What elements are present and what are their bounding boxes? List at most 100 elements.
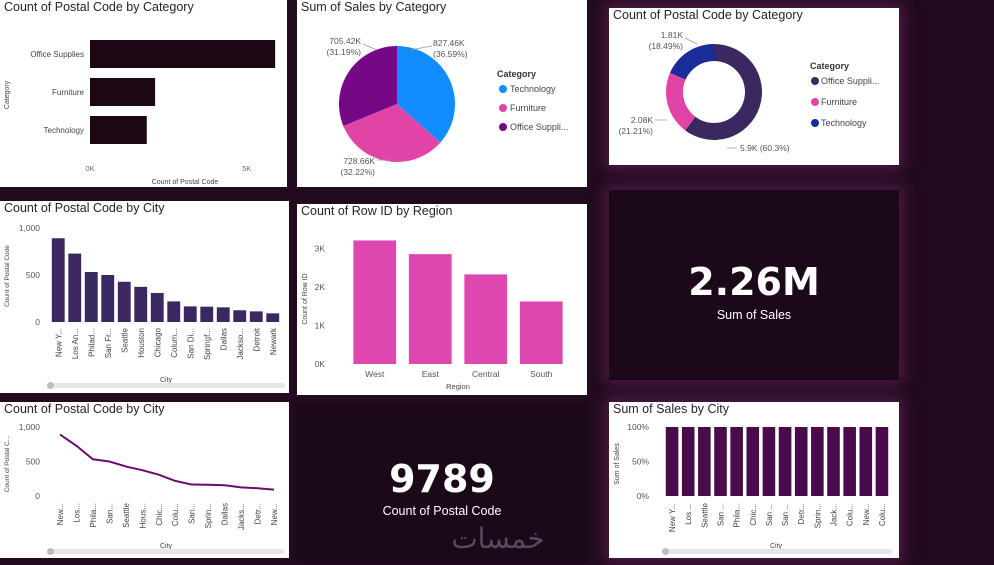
y-tick-label: 100%	[627, 422, 649, 432]
x-tick-label: New...	[56, 503, 65, 525]
y-axis-title: Sum of Sales	[614, 443, 621, 485]
bar	[233, 310, 247, 322]
tile-title: Sum of Sales by City	[613, 402, 730, 416]
donut-slice	[669, 44, 714, 80]
bar	[519, 301, 563, 364]
x-tick-label: Los...	[72, 503, 81, 523]
x-tick-label: San Fr...	[104, 328, 113, 358]
tile-postal-by-category-bar[interactable]: Count of Postal Code by Category Office …	[0, 0, 287, 187]
bar	[714, 427, 727, 496]
y-axis-title: Count of Postal Code	[4, 245, 11, 307]
x-tick-label: West	[365, 369, 385, 379]
bar	[68, 253, 82, 322]
data-label: 827.46K	[433, 38, 465, 48]
tile-kpi-postal[interactable]: 9789 Count of Postal Code	[297, 402, 587, 562]
x-tick-label: Detr...	[254, 503, 263, 524]
x-tick-label: San Di...	[186, 328, 195, 359]
y-tick-label: 0	[35, 491, 40, 501]
x-tick-label: New Y...	[54, 328, 63, 357]
x-tick-label: San...	[188, 503, 197, 524]
legend-title: Category	[810, 61, 849, 71]
leader-line	[684, 37, 698, 45]
bar	[843, 427, 856, 496]
legend-marker	[499, 104, 507, 112]
bar	[84, 271, 98, 322]
x-tick-label: Newark	[269, 327, 278, 355]
y-tick-label: 3K	[315, 243, 326, 253]
kpi-value: 9789	[389, 457, 495, 501]
x-tick-label: Sprin...	[204, 503, 213, 528]
x-tick-label: New...	[270, 503, 279, 525]
x-tick-label: Seattle	[122, 502, 131, 527]
data-label: (31.19%)	[327, 47, 362, 57]
x-tick-label: Jackso...	[236, 328, 245, 360]
watermark-logo: خمسات	[451, 522, 545, 555]
scroll-thumb[interactable]	[47, 548, 54, 555]
x-tick-label: Chicago	[153, 327, 162, 357]
x-tick-label: Central	[472, 369, 500, 379]
category-tick-label: Office Supplies	[30, 50, 84, 59]
x-tick-label: Los ...	[684, 503, 693, 525]
y-tick-label: 1,000	[19, 422, 41, 432]
x-tick-label: Detroit	[252, 327, 261, 351]
donut-slice	[685, 44, 762, 140]
y-tick-label: 500	[26, 457, 40, 467]
x-tick-label: East	[422, 369, 440, 379]
x-tick-label: San...	[105, 503, 114, 524]
x-tick-label: Chic...	[749, 503, 758, 526]
data-label: 728.66K	[343, 156, 375, 166]
x-tick-label: Seattle	[700, 502, 709, 527]
bar	[101, 275, 115, 322]
x-tick-label: Phila...	[733, 503, 742, 527]
chart-sales-by-category: 827.46K(36.59%) 728.66K(32.22%) 705.42K(31…	[327, 36, 569, 177]
x-tick-label: 5K	[242, 164, 251, 173]
tile-kpi-sales[interactable]: 2.26M Sum of Sales	[609, 190, 899, 380]
y-axis-title: Count of Postal C...	[4, 436, 11, 493]
horizontal-scrollbar[interactable]	[662, 548, 892, 555]
kpi-value: 2.26M	[688, 260, 820, 304]
data-label: (18.49%)	[649, 41, 684, 51]
legend-marker	[499, 85, 507, 93]
bar	[408, 254, 452, 364]
tile-sales-by-city[interactable]: Sum of Sales by City 0% 50% 100% New Y... Lo…	[609, 402, 899, 558]
tile-postal-by-category-donut[interactable]: Count of Postal Code by Category 5.9K (6…	[609, 8, 899, 165]
x-tick-label: New...	[862, 503, 871, 525]
y-tick-label: 1,000	[19, 223, 41, 233]
bar	[746, 427, 760, 496]
y-tick-label: 0%	[637, 491, 650, 501]
bar	[51, 238, 65, 322]
horizontal-scrollbar[interactable]	[47, 548, 285, 555]
x-tick-label: Chic...	[155, 503, 164, 526]
bar	[811, 427, 824, 496]
chart-postal-by-city-line: 0 500 1,000 New... Los... Phila... San... Seatt…	[4, 422, 279, 550]
tile-postal-by-city-line[interactable]: Count of Postal Code by City 0 500 1,000 Ne…	[0, 402, 289, 558]
legend-marker	[499, 123, 507, 131]
x-tick-label: Springf...	[203, 328, 212, 360]
x-tick-label: Houston	[137, 328, 146, 358]
legend-label: Technology	[821, 118, 867, 128]
x-tick-label: Colum...	[170, 328, 179, 358]
bar	[90, 116, 147, 144]
data-label: (36.59%)	[433, 49, 468, 59]
category-tick-label: Furniture	[52, 88, 85, 97]
horizontal-scrollbar[interactable]	[47, 382, 285, 389]
bar	[794, 427, 808, 496]
x-tick-label: Sprin...	[813, 503, 822, 528]
chart-rowid-by-region: 0K 1K 2K 3K West East Central South Region Count …	[302, 240, 563, 391]
x-tick-label: Jack...	[830, 503, 839, 526]
y-tick-label: 0K	[315, 359, 326, 369]
bar	[150, 292, 164, 322]
bar	[249, 311, 263, 322]
bar	[827, 427, 840, 496]
scroll-thumb[interactable]	[662, 548, 669, 555]
tile-sales-by-category-pie[interactable]: Sum of Sales by Category 827.46K (36.59%)…	[297, 0, 587, 187]
tile-rowid-by-region[interactable]: Count of Row ID by Region 0K 1K 2K 3K West Ea…	[297, 204, 587, 395]
bar	[353, 240, 397, 364]
y-axis-title: Count of Row ID	[302, 273, 309, 324]
kpi-label: Count of Postal Code	[382, 504, 502, 518]
tile-postal-by-city-bar[interactable]: Count of Postal Code by City 0 500 1,000 Ne…	[0, 201, 289, 393]
bar	[90, 40, 276, 68]
scroll-thumb[interactable]	[47, 382, 54, 389]
bar	[681, 427, 695, 496]
pie-slice	[343, 104, 441, 162]
